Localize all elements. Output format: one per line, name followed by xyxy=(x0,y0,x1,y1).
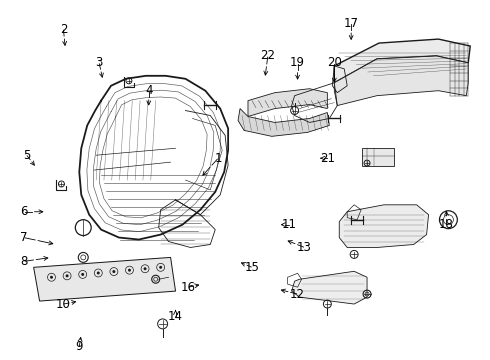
Text: 7: 7 xyxy=(20,231,27,244)
Text: 18: 18 xyxy=(439,218,454,231)
Text: 17: 17 xyxy=(343,17,359,30)
Polygon shape xyxy=(248,89,327,117)
Text: 11: 11 xyxy=(282,218,297,231)
Text: 4: 4 xyxy=(145,84,152,97)
Polygon shape xyxy=(292,271,367,304)
Text: 20: 20 xyxy=(327,57,342,69)
Polygon shape xyxy=(334,56,468,105)
Polygon shape xyxy=(238,109,329,136)
Circle shape xyxy=(159,266,162,269)
Bar xyxy=(362,148,394,166)
Text: 8: 8 xyxy=(20,255,27,268)
Text: 22: 22 xyxy=(260,49,275,63)
Circle shape xyxy=(112,270,115,273)
Text: 15: 15 xyxy=(245,261,259,274)
Text: 10: 10 xyxy=(56,297,71,311)
Circle shape xyxy=(50,276,53,279)
Polygon shape xyxy=(339,205,429,247)
Circle shape xyxy=(66,274,69,277)
Text: 3: 3 xyxy=(96,57,103,69)
Text: 21: 21 xyxy=(320,152,335,165)
Text: 19: 19 xyxy=(290,57,305,69)
Circle shape xyxy=(128,269,131,272)
Text: 5: 5 xyxy=(23,149,30,162)
Text: 6: 6 xyxy=(20,205,27,218)
Circle shape xyxy=(81,273,84,276)
Text: 1: 1 xyxy=(215,152,222,165)
Text: 13: 13 xyxy=(297,241,312,254)
Circle shape xyxy=(97,271,100,274)
Circle shape xyxy=(144,267,147,270)
Polygon shape xyxy=(334,39,470,83)
Polygon shape xyxy=(34,257,175,301)
Text: 12: 12 xyxy=(290,288,305,301)
Text: 9: 9 xyxy=(75,340,83,353)
Text: 16: 16 xyxy=(181,281,196,294)
Text: 2: 2 xyxy=(60,23,67,36)
Text: 14: 14 xyxy=(168,310,183,323)
